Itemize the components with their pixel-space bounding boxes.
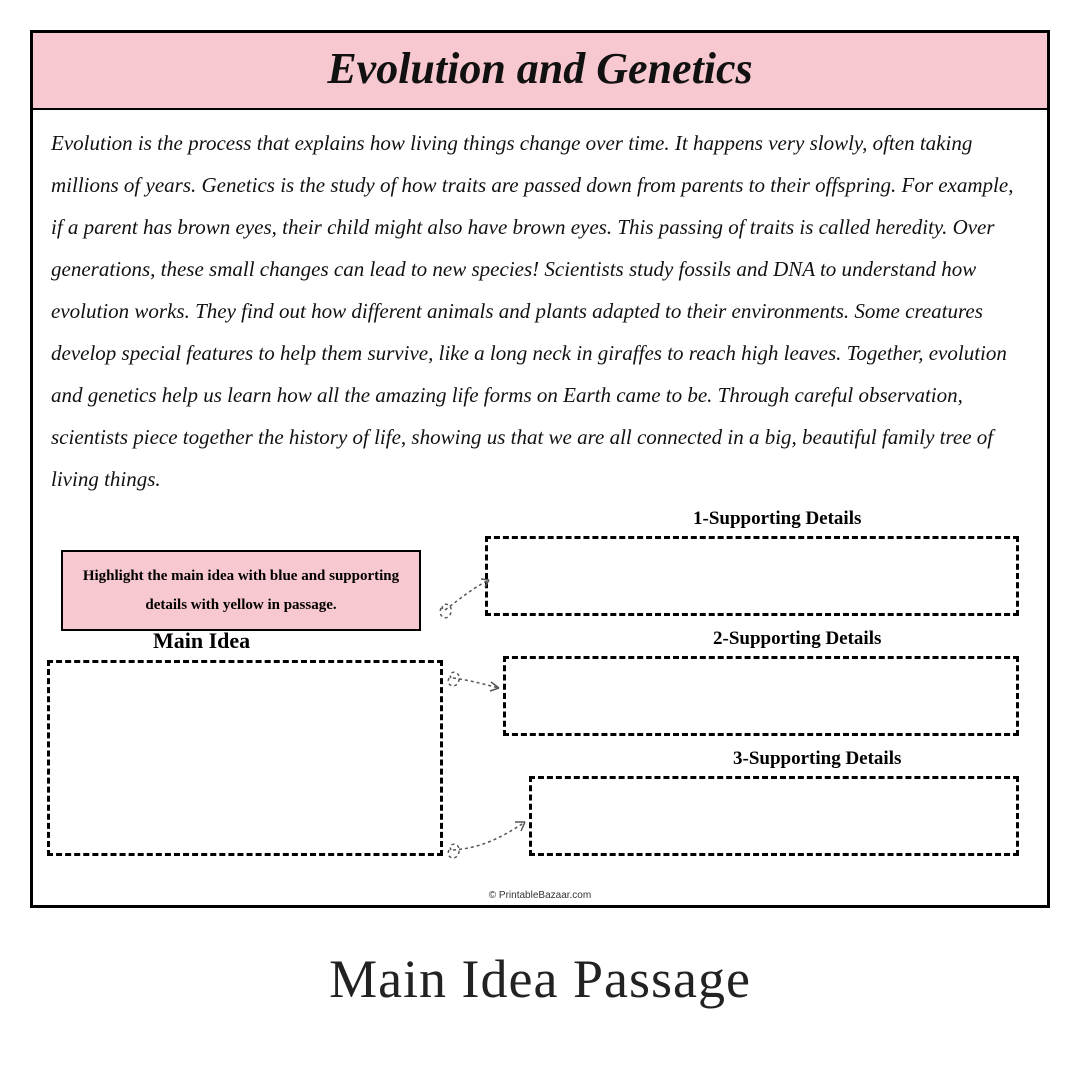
supporting-detail-1-box[interactable] xyxy=(485,536,1019,616)
title-bar: Evolution and Genetics xyxy=(33,33,1047,110)
instruction-box: Highlight the main idea with blue and su… xyxy=(61,550,421,631)
supporting-detail-1-label: 1-Supporting Details xyxy=(693,508,861,530)
arrow-2-icon xyxy=(441,658,511,708)
supporting-detail-3-label: 3-Supporting Details xyxy=(733,748,901,770)
worksheet-title: Evolution and Genetics xyxy=(33,43,1047,94)
page-caption: Main Idea Passage xyxy=(30,948,1050,1010)
worksheet-frame: Evolution and Genetics Evolution is the … xyxy=(30,30,1050,908)
arrow-3-icon xyxy=(441,808,536,868)
main-idea-label: Main Idea xyxy=(153,628,250,654)
supporting-detail-2-label: 2-Supporting Details xyxy=(713,628,881,650)
graphic-organizer: Highlight the main idea with blue and su… xyxy=(33,508,1047,888)
main-idea-input-box[interactable] xyxy=(47,660,443,856)
copyright-text: © PrintableBazaar.com xyxy=(33,888,1047,905)
supporting-detail-2-box[interactable] xyxy=(503,656,1019,736)
supporting-detail-3-box[interactable] xyxy=(529,776,1019,856)
passage-text: Evolution is the process that explains h… xyxy=(33,110,1047,508)
